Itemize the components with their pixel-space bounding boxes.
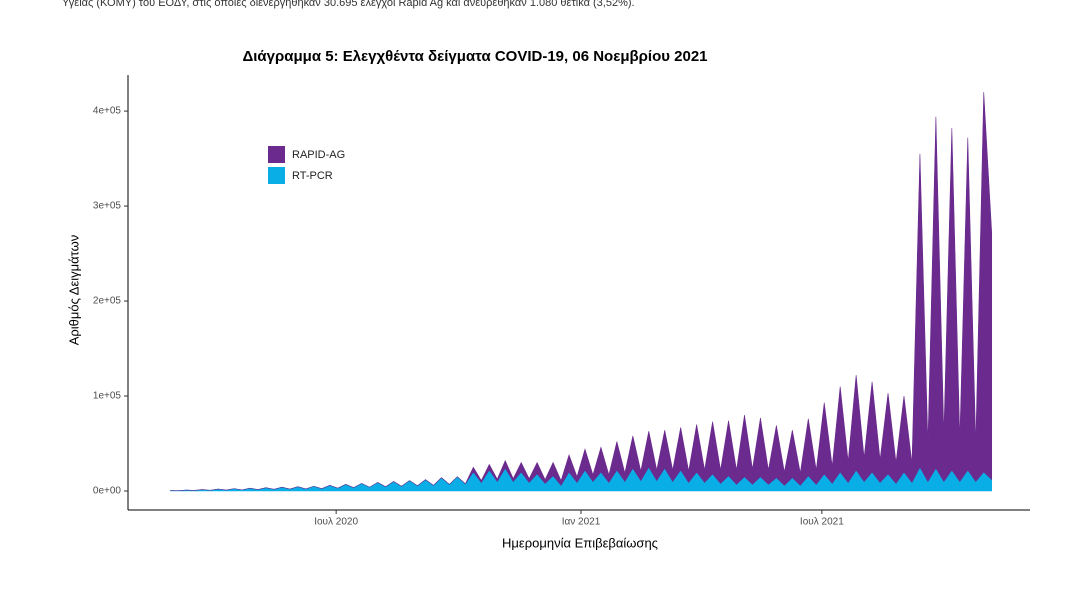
y-tick-label: 2e+05 [93,296,122,307]
y-tick-label: 3e+05 [93,201,122,212]
x-axis-label: Ημερομηνία Επιβεβαίωσης [502,535,658,550]
legend-swatch [268,167,285,184]
y-axis-label: Αριθμός Δειγμάτων [66,235,81,346]
legend-label: RT-PCR [292,170,333,182]
x-tick-label: Ιουλ 2021 [800,517,844,528]
y-tick-label: 1e+05 [93,391,122,402]
chart-title: Διάγραμμα 5: Ελεγχθέντα δείγματα COVID-1… [242,48,707,65]
area [170,92,993,492]
y-tick-label: 0e+00 [93,486,122,497]
legend-label: RAPID-AG [292,149,345,161]
document-text: Υγείας (ΚΟΜΥ) του ΕΟΔΥ, στις οποίες διεν… [62,0,635,9]
y-tick-label: 4e+05 [93,106,122,117]
legend-swatch [268,146,285,163]
x-tick-label: Ιαν 2021 [562,517,601,528]
x-tick-label: Ιουλ 2020 [314,517,358,528]
